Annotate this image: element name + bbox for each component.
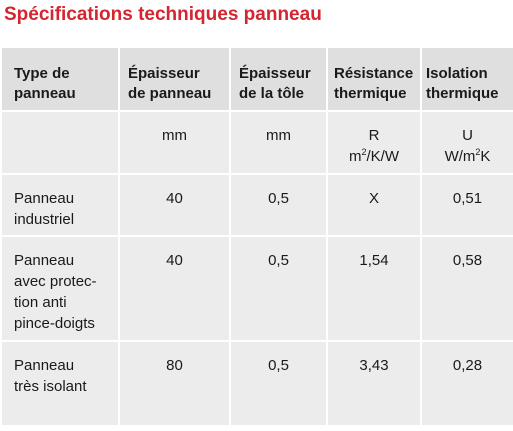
header-resistance-line-1: Résistance — [334, 65, 414, 82]
table-row: Panneau industriel 40 0,5 X 0,51 — [0, 175, 513, 235]
row-epaisseur-tole-value: 0,5 — [268, 252, 289, 269]
units-epaisseur-panneau-text: mm — [162, 127, 187, 144]
units-isolation-unit-pre: W/m — [444, 148, 476, 165]
header-isolation-line-1: Isolation — [426, 65, 488, 82]
row-type-line: très isolant — [14, 378, 87, 395]
units-isolation-symbol: U — [462, 127, 473, 144]
row-type-line: Panneau — [14, 357, 75, 374]
units-isolation-unit-sup: 2 — [475, 147, 481, 157]
row-resistance-value: 3,43 — [359, 357, 389, 374]
row-epaisseur-tole-value: 0,5 — [268, 190, 289, 207]
units-resistance-unit-post: /K/W — [366, 148, 400, 165]
units-resistance-unit-sup: 2 — [361, 147, 367, 157]
row-epaisseur-panneau: 40 — [120, 237, 229, 340]
units-isolation-unit: W/m2K — [422, 146, 513, 167]
header-resistance: Résistance thermique — [328, 48, 420, 110]
row-isolation-value: 0,51 — [452, 190, 483, 207]
table-header-row: Type de panneau Épaisseur de panneau Épa… — [0, 48, 513, 110]
row-epaisseur-panneau-value: 40 — [166, 190, 183, 207]
row-resistance: X — [328, 175, 420, 235]
header-epaisseur-panneau: Épaisseur de panneau — [120, 48, 229, 110]
row-epaisseur-tole-value: 0,5 — [268, 357, 289, 374]
header-resistance-line-2: thermique — [334, 85, 407, 102]
units-isolation: U W/m2K — [422, 112, 513, 173]
row-type-line: industriel — [14, 211, 75, 228]
units-epaisseur-tole-text: mm — [266, 127, 291, 144]
row-epaisseur-panneau: 80 — [120, 342, 229, 425]
header-type-line-2: panneau — [14, 85, 76, 102]
header-epaisseur-panneau-line-2: de panneau — [128, 85, 212, 102]
row-type-line: Panneau — [14, 190, 75, 207]
row-type: Panneau avec protec- tion anti pince-doi… — [2, 237, 118, 340]
row-epaisseur-panneau-value: 80 — [166, 357, 183, 374]
row-epaisseur-tole: 0,5 — [231, 175, 326, 235]
row-type: Panneau industriel — [2, 175, 118, 235]
row-isolation-value: 0,58 — [452, 252, 483, 269]
units-isolation-unit-post: K — [480, 148, 491, 165]
row-isolation: 0,28 — [422, 342, 513, 425]
header-epaisseur-tole: Épaisseur de la tôle — [231, 48, 326, 110]
row-resistance-value: X — [368, 190, 379, 207]
table-row: Panneau très isolant 80 0,5 3,43 0,28 — [0, 342, 513, 425]
row-resistance: 3,43 — [328, 342, 420, 425]
header-epaisseur-tole-line-2: de la tôle — [239, 85, 305, 102]
header-type: Type de panneau — [2, 48, 118, 110]
row-epaisseur-tole: 0,5 — [231, 342, 326, 425]
header-isolation-line-2: thermique — [426, 85, 499, 102]
units-epaisseur-tole: mm — [231, 112, 326, 173]
table-row: Panneau avec protec- tion anti pince-doi… — [0, 237, 513, 340]
row-epaisseur-panneau-value: 40 — [166, 252, 183, 269]
row-type-line: tion anti — [14, 294, 67, 311]
row-type-line: Panneau — [14, 252, 75, 269]
header-isolation: Isolation thermique — [422, 48, 513, 110]
header-type-line-1: Type de — [14, 65, 70, 82]
row-type-line: pince-doigts — [14, 315, 95, 332]
units-resistance: R m2/K/W — [328, 112, 420, 173]
units-resistance-unit: m2/K/W — [328, 146, 420, 167]
row-resistance: 1,54 — [328, 237, 420, 340]
header-epaisseur-tole-line-1: Épaisseur — [239, 65, 311, 82]
table-units-row: mm mm R m2/K/W U W/m2K — [0, 112, 513, 173]
units-resistance-unit-pre: m — [348, 148, 362, 165]
units-resistance-symbol: R — [368, 127, 380, 144]
page-title: Spécifications techniques panneau — [4, 4, 322, 25]
row-isolation: 0,51 — [422, 175, 513, 235]
header-epaisseur-panneau-line-1: Épaisseur — [128, 65, 200, 82]
units-epaisseur-panneau: mm — [120, 112, 229, 173]
row-type-line: avec protec- — [14, 273, 97, 290]
row-epaisseur-tole: 0,5 — [231, 237, 326, 340]
row-isolation-value: 0,28 — [452, 357, 483, 374]
row-epaisseur-panneau: 40 — [120, 175, 229, 235]
spec-table: Type de panneau Épaisseur de panneau Épa… — [0, 48, 513, 431]
units-type — [2, 112, 118, 173]
row-isolation: 0,58 — [422, 237, 513, 340]
row-resistance-value: 1,54 — [359, 252, 389, 269]
row-type: Panneau très isolant — [2, 342, 118, 425]
